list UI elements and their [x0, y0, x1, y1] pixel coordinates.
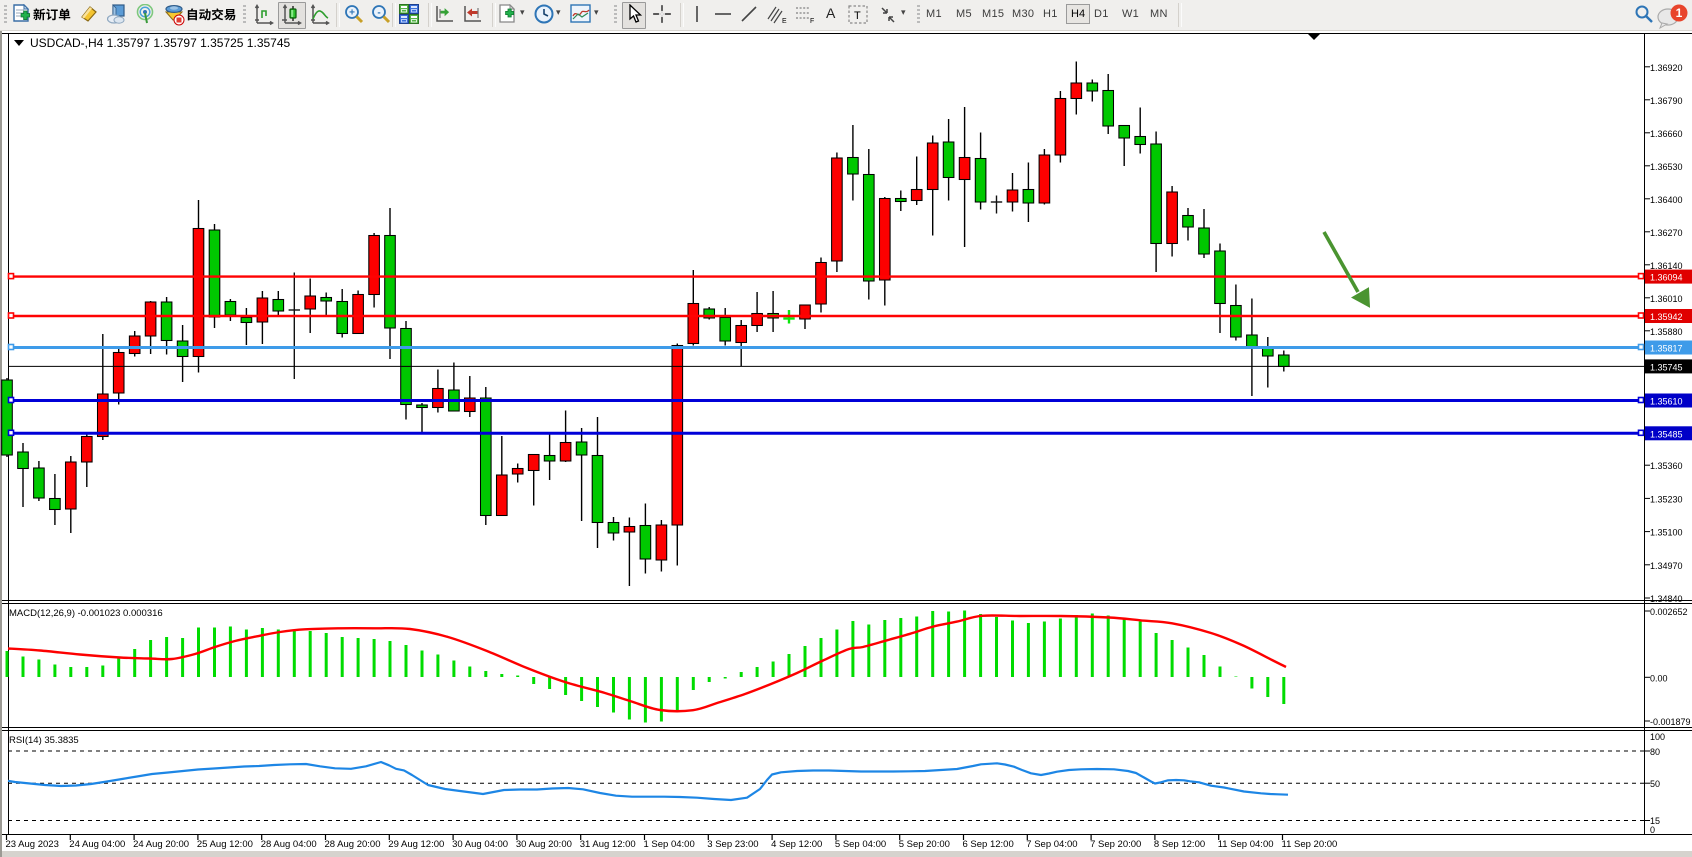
svg-text:RSI(14) 35.3835: RSI(14) 35.3835: [9, 735, 79, 746]
svg-text:1.34970: 1.34970: [1650, 561, 1683, 571]
svg-text:1.36094: 1.36094: [1650, 273, 1683, 283]
svg-text:MACD(12,26,9) -0.001023 0.0003: MACD(12,26,9) -0.001023 0.000316: [9, 608, 163, 619]
svg-text:0: 0: [1650, 825, 1655, 835]
svg-text:30 Aug 04:00: 30 Aug 04:00: [452, 839, 508, 850]
svg-text:-0.001879: -0.001879: [1650, 717, 1691, 727]
svg-text:30 Aug 20:00: 30 Aug 20:00: [516, 839, 572, 850]
svg-text:USDCAD-,H4 1.35797 1.35797 1.: USDCAD-,H4 1.35797 1.35797 1.35725 1.357…: [30, 36, 291, 50]
svg-text:1.35880: 1.35880: [1650, 327, 1683, 337]
svg-text:5 Sep 04:00: 5 Sep 04:00: [835, 839, 886, 850]
svg-text:25 Aug 12:00: 25 Aug 12:00: [197, 839, 253, 850]
svg-text:6 Sep 12:00: 6 Sep 12:00: [963, 839, 1014, 850]
svg-text:50: 50: [1650, 779, 1660, 789]
svg-text:+: +: [349, 8, 355, 19]
svg-text:E: E: [782, 18, 787, 24]
svg-text:28 Aug 20:00: 28 Aug 20:00: [325, 839, 381, 850]
svg-text:24 Aug 20:00: 24 Aug 20:00: [133, 839, 189, 850]
svg-text:1.35942: 1.35942: [1650, 312, 1683, 322]
svg-text:1.35745: 1.35745: [1650, 362, 1683, 372]
svg-text:1.35817: 1.35817: [1650, 344, 1683, 354]
svg-text:1.36530: 1.36530: [1650, 162, 1683, 172]
svg-text:1.35610: 1.35610: [1650, 397, 1683, 407]
svg-text:11 Sep 04:00: 11 Sep 04:00: [1218, 839, 1274, 850]
svg-text:24 Aug 04:00: 24 Aug 04:00: [69, 839, 125, 850]
svg-text:7 Sep 04:00: 7 Sep 04:00: [1026, 839, 1077, 850]
svg-text:8 Sep 12:00: 8 Sep 12:00: [1154, 839, 1205, 850]
svg-text:1.35230: 1.35230: [1650, 494, 1683, 504]
svg-text:1.34840: 1.34840: [1650, 594, 1683, 604]
svg-text:100: 100: [1650, 732, 1665, 742]
svg-text:1.36270: 1.36270: [1650, 228, 1683, 238]
svg-text:1.36790: 1.36790: [1650, 96, 1683, 106]
svg-text:-: -: [377, 8, 380, 19]
svg-text:23 Aug 2023: 23 Aug 2023: [6, 839, 59, 850]
svg-text:1 Sep 04:00: 1 Sep 04:00: [644, 839, 695, 850]
svg-text:11 Sep 20:00: 11 Sep 20:00: [1282, 839, 1338, 850]
svg-text:4 Sep 12:00: 4 Sep 12:00: [771, 839, 822, 850]
svg-text:1.35360: 1.35360: [1650, 461, 1683, 471]
svg-text:F: F: [810, 18, 814, 24]
svg-text:1: 1: [1676, 6, 1683, 20]
svg-text:1.36140: 1.36140: [1650, 261, 1683, 271]
svg-text:1.36400: 1.36400: [1650, 195, 1683, 205]
svg-text:T: T: [854, 10, 861, 22]
svg-text:31 Aug 12:00: 31 Aug 12:00: [580, 839, 636, 850]
svg-text:7 Sep 20:00: 7 Sep 20:00: [1090, 839, 1141, 850]
svg-text:15: 15: [1650, 816, 1660, 826]
svg-text:1.35100: 1.35100: [1650, 528, 1683, 538]
svg-text:28 Aug 04:00: 28 Aug 04:00: [261, 839, 317, 850]
svg-text:0.00: 0.00: [1650, 673, 1668, 683]
svg-text:80: 80: [1650, 747, 1660, 757]
svg-text:1.36010: 1.36010: [1650, 294, 1683, 304]
svg-text:5 Sep 20:00: 5 Sep 20:00: [899, 839, 950, 850]
svg-text:3 Sep 23:00: 3 Sep 23:00: [707, 839, 758, 850]
svg-text:0.002652: 0.002652: [1650, 607, 1688, 617]
svg-text:1.36660: 1.36660: [1650, 129, 1683, 139]
svg-text:1.36920: 1.36920: [1650, 63, 1683, 73]
svg-text:1.35485: 1.35485: [1650, 429, 1683, 439]
svg-text:29 Aug 12:00: 29 Aug 12:00: [388, 839, 444, 850]
